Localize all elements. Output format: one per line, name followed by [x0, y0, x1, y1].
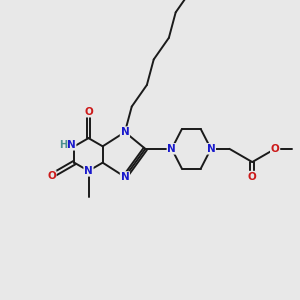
Text: H: H: [59, 140, 67, 150]
Text: N: N: [206, 144, 215, 154]
Text: O: O: [47, 171, 56, 181]
Text: O: O: [84, 107, 93, 117]
Text: O: O: [271, 144, 280, 154]
Text: N: N: [84, 166, 93, 176]
Text: N: N: [121, 172, 129, 182]
Text: N: N: [167, 144, 176, 154]
Text: N: N: [121, 127, 129, 137]
Text: O: O: [248, 172, 256, 182]
Text: N: N: [67, 140, 76, 150]
